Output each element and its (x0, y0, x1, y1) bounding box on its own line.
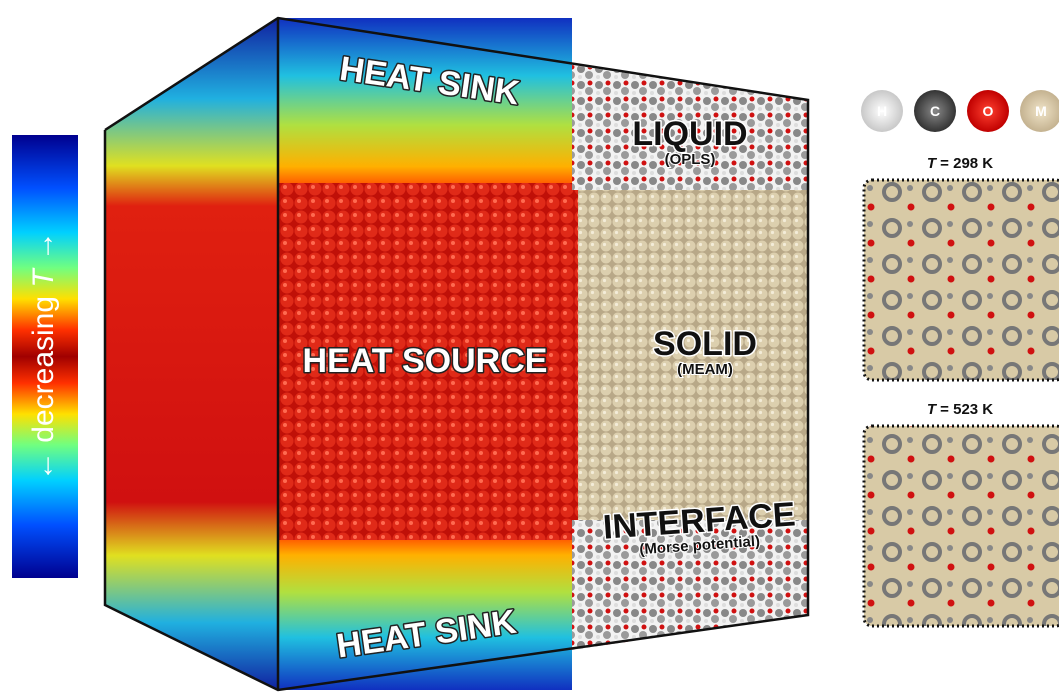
legend-label: C (930, 103, 940, 119)
heat-sink-top (278, 18, 572, 183)
panel-title: T = 523 K (927, 401, 993, 418)
colorbar-label: ← decreasing T → (27, 231, 60, 481)
legend-label: M (1035, 103, 1047, 119)
region-label: HEAT SOURCE (303, 342, 548, 380)
region-sublabel: (MEAM) (677, 361, 733, 378)
figure: ← decreasing T → HEAT SINK LIQUID (OPLS)… (0, 0, 1059, 693)
snapshot-panel (864, 180, 1059, 380)
snapshot-panel (864, 426, 1059, 626)
legend: H C O M (861, 90, 1059, 132)
legend-label: H (877, 103, 887, 119)
legend-label: O (983, 103, 994, 119)
region-sublabel: (OPLS) (665, 151, 716, 168)
panel-title: T = 298 K (927, 155, 993, 172)
region-label: SOLID (653, 325, 757, 363)
region-label: LIQUID (632, 115, 747, 153)
box-side (105, 18, 278, 690)
